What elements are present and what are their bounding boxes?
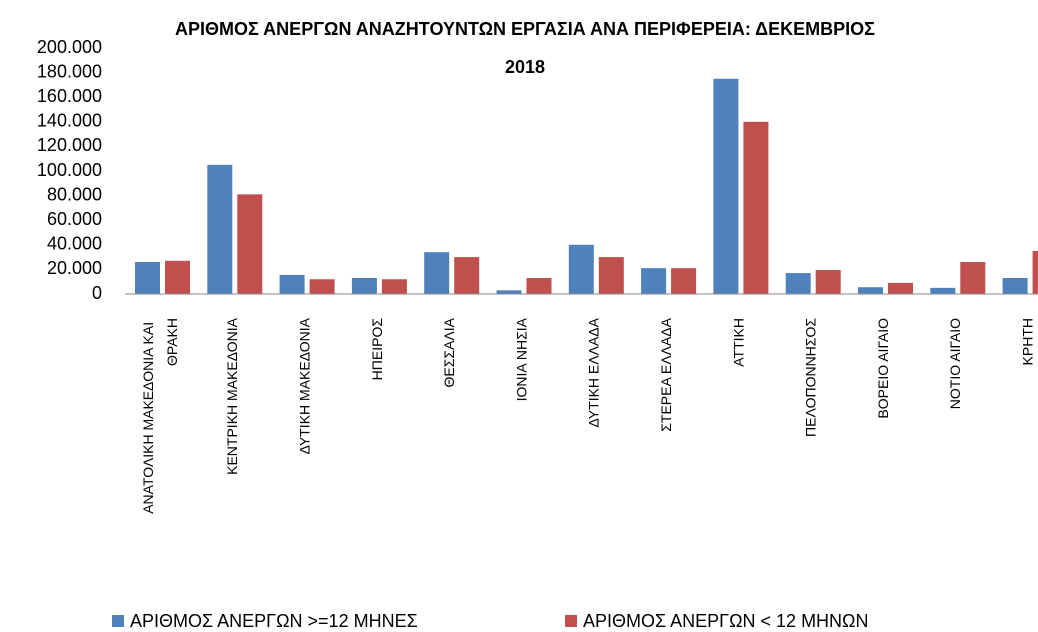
bar — [496, 290, 522, 294]
bar — [1032, 250, 1038, 294]
bar — [743, 121, 769, 294]
legend-swatch — [112, 615, 124, 627]
bar — [526, 278, 552, 294]
bar — [279, 274, 305, 294]
x-tick-label: ΚΕΝΤΡΙΚΗ ΜΑΚΕΔΟΝΙΑ — [224, 317, 240, 475]
chart-title: ΑΡΙΘΜΟΣ ΑΝΕΡΓΩΝ ΑΝΑΖΗΤΟΥΝΤΩΝ ΕΡΓΑΣΙΑ ΑΝΑ… — [175, 19, 875, 77]
x-tick-label: ΣΤΕΡΕΑ ΕΛΛΑΔΑ — [658, 317, 674, 431]
y-tick-label: 20.000 — [47, 258, 102, 278]
x-tick-label: ΑΝΑΤΟΛΙΚΗ ΜΑΚΕΔΟΝΙΑ ΚΑΙ ΘΡΑΚΗ — [140, 318, 180, 514]
bar — [671, 268, 697, 294]
x-tick-label: ΘΕΣΣΑΛΙΑ — [441, 317, 457, 387]
bar — [309, 279, 335, 294]
bar — [1002, 278, 1028, 294]
y-tick-label: 140.000 — [37, 111, 102, 131]
legend-label: ΑΡΙΘΜΟΣ ΑΝΕΡΓΩΝ < 12 ΜΗΝΩΝ — [583, 611, 869, 631]
bar — [207, 164, 233, 294]
y-tick-label: 120.000 — [37, 135, 102, 155]
bar — [960, 262, 986, 294]
x-tick-label: ΔΥΤΙΚΗ ΕΛΛΑΔΑ — [586, 317, 602, 427]
bar — [237, 194, 263, 294]
y-tick-label: 180.000 — [37, 61, 102, 81]
x-tick-label: ΔΥΤΙΚΗ ΜΑΚΕΔΟΝΙΑ — [296, 317, 312, 454]
bar — [568, 244, 594, 294]
legend-swatch — [565, 615, 577, 627]
bar — [381, 279, 407, 294]
y-tick-label: 100.000 — [37, 160, 102, 180]
bar — [858, 287, 883, 294]
bar — [815, 270, 841, 294]
x-tick-label: ΒΟΡΕΙΟ ΑΙΓΑΙΟ — [875, 318, 891, 419]
x-tick-label: ΑΤΤΙΚΗ — [730, 318, 746, 367]
x-tick-label: ΗΠΕΙΡΟΣ — [369, 318, 385, 381]
y-tick-label: 60.000 — [47, 209, 102, 229]
y-tick-label: 200.000 — [37, 37, 102, 57]
bar — [785, 273, 811, 294]
bar — [135, 262, 160, 294]
bar — [454, 257, 480, 294]
x-tick-label: ΝΟΤΙΟ ΑΙΓΑΙΟ — [947, 318, 963, 409]
y-tick-label: 160.000 — [37, 86, 102, 106]
bar — [888, 282, 913, 294]
bar — [598, 257, 624, 294]
bar — [424, 252, 450, 294]
x-tick-label: ΙΟΝΙΑ ΝΗΣΙΑ — [513, 317, 529, 401]
bar — [641, 268, 667, 294]
y-tick-label: 80.000 — [47, 184, 102, 204]
bar — [351, 278, 377, 294]
y-tick-label: 40.000 — [47, 234, 102, 254]
bar — [930, 287, 956, 294]
bar — [713, 78, 739, 294]
x-tick-label: ΠΕΛΟΠΟΝΝΗΣΟΣ — [803, 318, 819, 437]
legend-label: ΑΡΙΘΜΟΣ ΑΝΕΡΓΩΝ >=12 ΜΗΝΕΣ — [130, 611, 418, 631]
x-tick-label: ΚΡΗΤΗ — [1019, 318, 1035, 365]
bar — [165, 260, 190, 294]
y-tick-label: 0 — [92, 283, 102, 303]
